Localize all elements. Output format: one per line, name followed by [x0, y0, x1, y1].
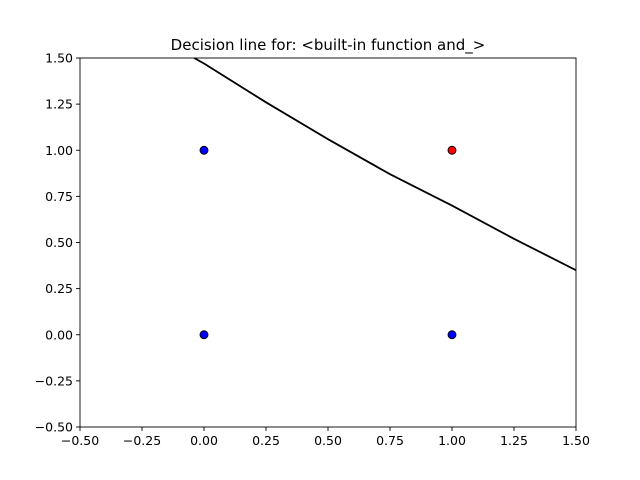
- x-tick-label: 1.25: [500, 433, 528, 448]
- y-tick-label: 0.25: [45, 281, 73, 296]
- data-point-2: [447, 330, 457, 340]
- data-point-3: [447, 145, 457, 155]
- x-tick-label: 1.50: [562, 433, 590, 448]
- decision-line: [193, 58, 576, 272]
- y-tick-label: 1.50: [45, 51, 73, 66]
- data-point-0: [199, 330, 209, 340]
- chart-title: Decision line for: <built-in function an…: [171, 36, 486, 55]
- x-tick-label: 0.25: [252, 433, 280, 448]
- y-tick-label: 0.75: [45, 189, 73, 204]
- y-tick-label: −0.50: [35, 420, 73, 435]
- x-tick-label: −0.50: [61, 433, 99, 448]
- y-tick-label: 0.50: [45, 235, 73, 250]
- y-tick-label: 1.00: [45, 143, 73, 158]
- x-tick-label: 0.50: [314, 433, 342, 448]
- y-tick-label: −0.25: [35, 373, 73, 388]
- x-tick-label: 1.00: [438, 433, 466, 448]
- data-point-1: [199, 145, 209, 155]
- y-tick-label: 1.25: [45, 97, 73, 112]
- y-tick-label: 0.00: [45, 327, 73, 342]
- x-tick-label: −0.25: [123, 433, 161, 448]
- x-tick-label: 0.00: [190, 433, 218, 448]
- plot-frame: [79, 57, 577, 428]
- x-tick-label: 0.75: [376, 433, 404, 448]
